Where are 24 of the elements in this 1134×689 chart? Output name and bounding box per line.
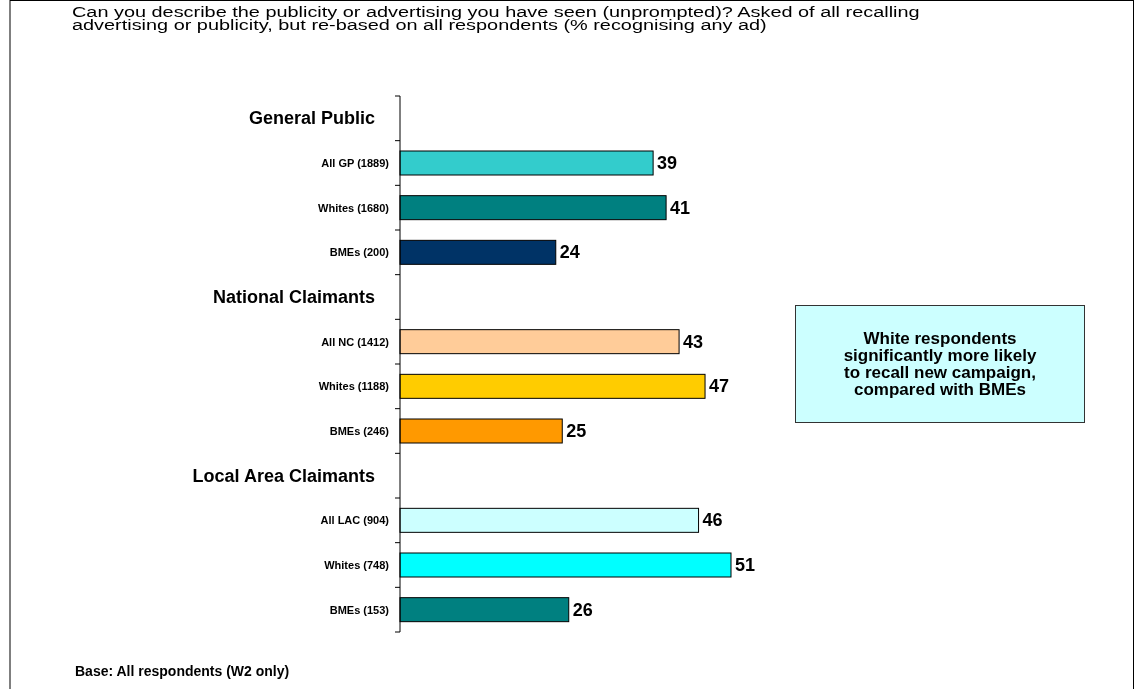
note-box: White respondents significantly more likely to recall new campaign, compared with BMEs [795, 305, 1085, 423]
data-label: 46 [702, 510, 723, 531]
data-label: 24 [559, 242, 580, 263]
data-label: 51 [735, 555, 756, 575]
text: Local Area Claimants [192, 465, 375, 486]
y-tick-label: Whites (1188) [318, 380, 390, 393]
y-tick-label: All NC (1412) [321, 335, 390, 348]
y-tick-label: BMEs (153) [329, 603, 390, 616]
y-tick-label: BMEs (200) [329, 246, 390, 259]
text: General Public [248, 108, 375, 129]
data-label: 25 [566, 421, 587, 441]
data-label: 47 [709, 376, 730, 397]
data-label: 43 [683, 331, 704, 352]
y-tick-label: Whites (748) [324, 559, 390, 571]
y-tick-label: All GP (1889) [321, 157, 390, 169]
text: National Claimants [212, 287, 375, 307]
y-tick-label: BMEs (246) [329, 425, 390, 437]
y-tick-label: All LAC (904) [320, 514, 390, 527]
y-tick-label: Whites (1680) [318, 201, 390, 214]
text: Base: All respondents (W2 only) [75, 663, 290, 679]
data-label: 39 [657, 153, 678, 173]
chart-title: Can you describe the publicity or advertising you have seen (unprompted)? Asked of all recalling advertising or publicity, but re-based on all respondents (% recognising any ad) [72, 4, 921, 33]
data-label: 26 [572, 599, 593, 620]
data-label: 41 [670, 197, 691, 218]
